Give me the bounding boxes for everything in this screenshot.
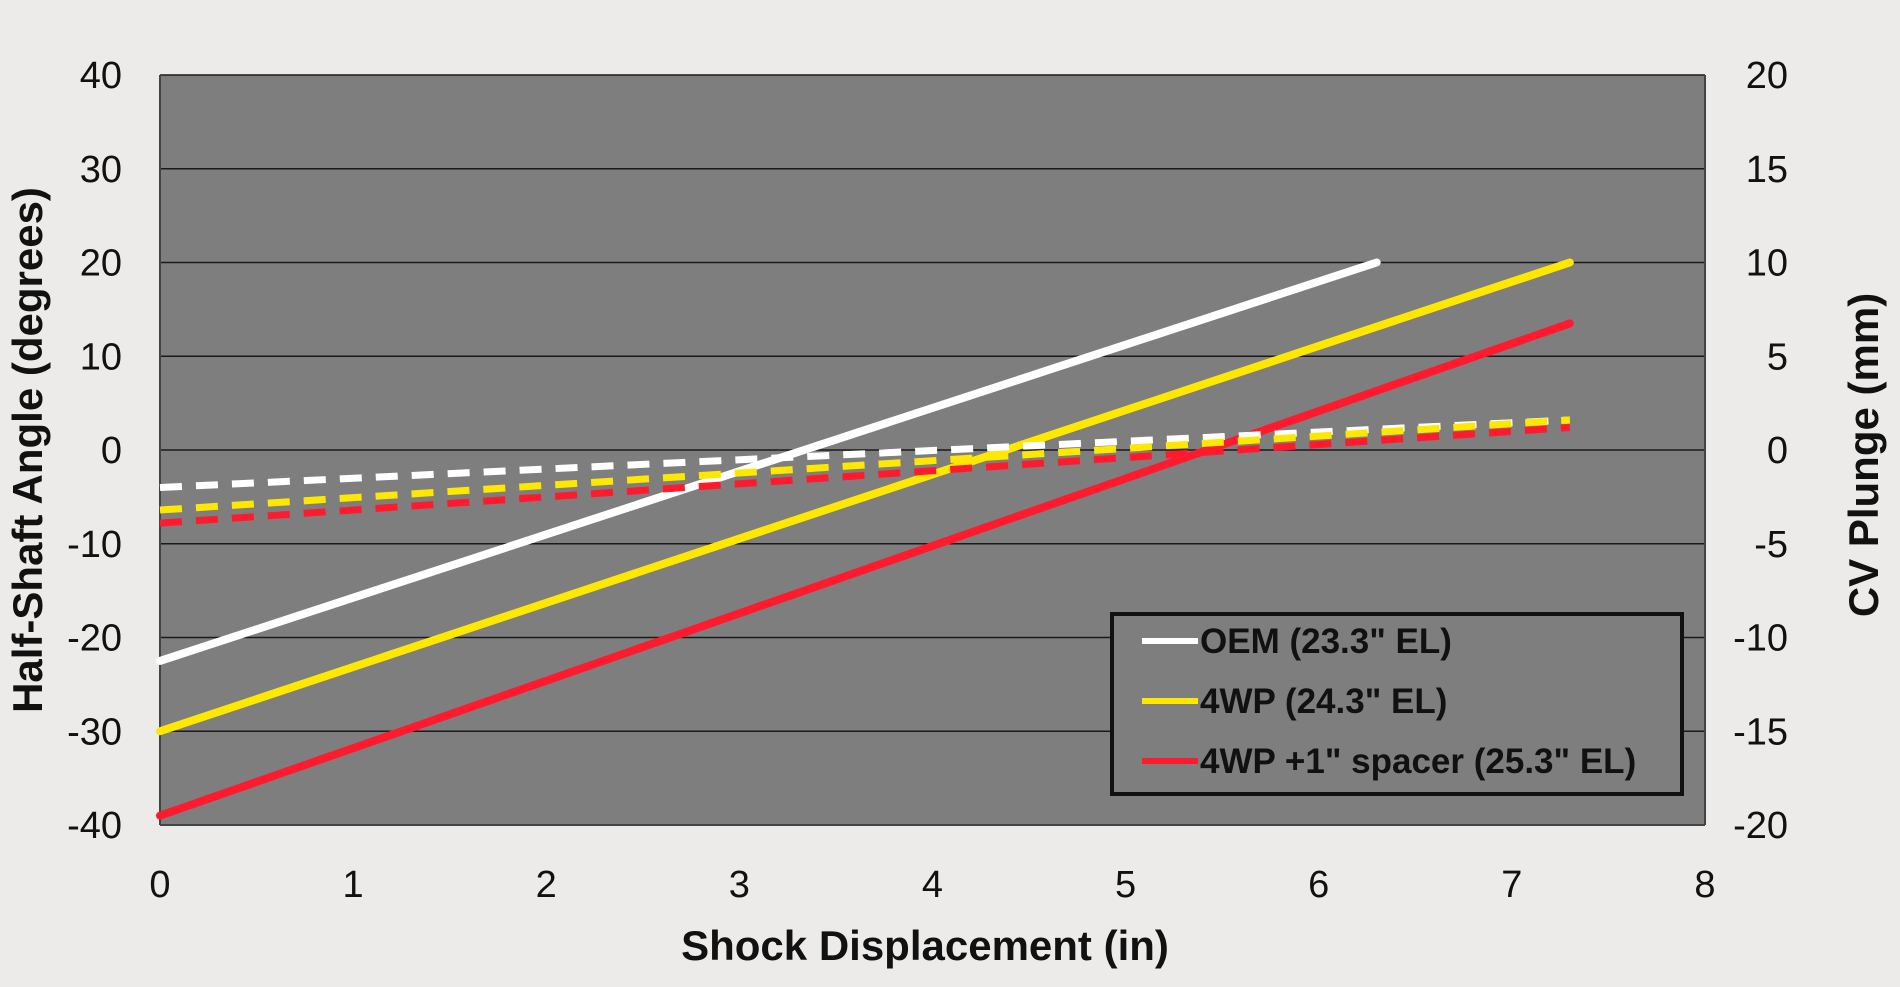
series-line-2 — [156, 319, 1574, 820]
y2-tick-label: 10 — [1746, 243, 1788, 285]
y2-tick-label: 20 — [1746, 55, 1788, 97]
y2-tick-label: 15 — [1746, 149, 1788, 191]
x-tick-label: 3 — [729, 864, 750, 906]
y-tick-label: 10 — [80, 336, 122, 378]
y-tick-label: -10 — [67, 524, 122, 566]
y2-tick-label: 0 — [1767, 430, 1788, 472]
y-tick-label: 0 — [101, 430, 122, 472]
series-line-3 — [159, 416, 1570, 491]
series-line-4 — [159, 416, 1571, 514]
y-tick-label: -20 — [67, 618, 122, 660]
legend-label-4wp-spacer: 4WP +1" spacer (25.3" EL) — [1200, 742, 1636, 781]
legend-box — [1110, 612, 1684, 796]
y2-tick-label: 5 — [1767, 336, 1788, 378]
series-line-1 — [156, 258, 1574, 736]
x-axis-title: Shock Displacement (in) — [681, 922, 1169, 969]
y-tick-label: 40 — [80, 55, 122, 97]
legend-label-4wp: 4WP (24.3" EL) — [1200, 682, 1447, 721]
y2-axis-title: CV Plunge (mm) — [1840, 293, 1887, 617]
y-tick-label: -40 — [67, 805, 122, 847]
x-tick-label: 0 — [149, 864, 170, 906]
x-tick-label: 1 — [343, 864, 364, 906]
series-line-5 — [159, 424, 1571, 527]
x-tick-label: 2 — [536, 864, 557, 906]
legend: OEM (23.3" EL) 4WP (24.3" EL) 4WP +1" sp… — [1110, 612, 1684, 796]
y2-tick-label: -15 — [1733, 711, 1788, 753]
x-tick-label: 6 — [1308, 864, 1329, 906]
x-tick-label: 4 — [922, 864, 943, 906]
series-line-0 — [156, 258, 1381, 665]
y-tick-label: 20 — [80, 243, 122, 285]
y2-tick-label: -20 — [1733, 805, 1788, 847]
y2-tick-label: -10 — [1733, 618, 1788, 660]
y-tick-label: -30 — [67, 711, 122, 753]
y2-tick-label: -5 — [1754, 524, 1788, 566]
y-axis-title: Half-Shaft Angle (degrees) — [4, 187, 51, 713]
y-tick-label: 30 — [80, 149, 122, 191]
x-tick-label: 7 — [1501, 864, 1522, 906]
legend-label-oem: OEM (23.3" EL) — [1200, 622, 1452, 661]
x-tick-label: 8 — [1694, 864, 1715, 906]
x-tick-label: 5 — [1115, 864, 1136, 906]
